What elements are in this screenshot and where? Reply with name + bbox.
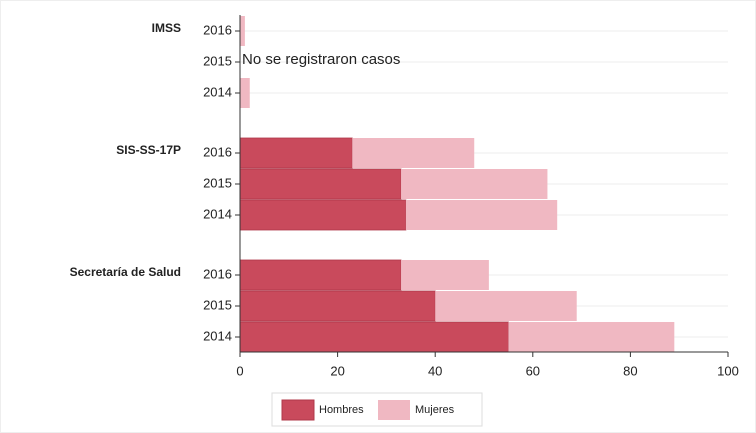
group-label: IMSS: [152, 21, 181, 35]
bar: [239, 168, 402, 200]
x-tick-label: 80: [623, 363, 637, 378]
bar: [435, 291, 577, 321]
bar: [401, 169, 548, 199]
legend-label: Mujeres: [415, 404, 455, 416]
x-tick-label: 100: [717, 363, 739, 378]
y-tick-label: 2015: [203, 53, 232, 68]
x-tick-label: 40: [428, 363, 442, 378]
x-tick-label: 20: [330, 363, 344, 378]
legend-label: Hombres: [319, 404, 364, 416]
bar: [239, 321, 509, 353]
y-tick-label: 2014: [203, 206, 232, 221]
y-tick-label: 2016: [203, 144, 232, 159]
bar: [239, 137, 353, 169]
bar: [240, 78, 250, 108]
x-tick-label: 60: [526, 363, 540, 378]
legend-swatch: [281, 399, 315, 421]
bar: [352, 138, 475, 168]
annotation: No se registraron casos: [242, 51, 400, 68]
bar: [239, 290, 436, 322]
y-tick-label: 2015: [203, 175, 232, 190]
bar: [239, 259, 402, 291]
bar: [508, 322, 675, 352]
y-tick-label: 2015: [203, 297, 232, 312]
y-tick-label: 2016: [203, 266, 232, 281]
group-label: SIS-SS-17P: [116, 143, 181, 157]
bar: [405, 200, 558, 230]
bar: [401, 260, 489, 290]
bar: [240, 16, 245, 46]
y-tick-label: 2016: [203, 22, 232, 37]
x-tick-label: 0: [236, 363, 243, 378]
bar: [239, 199, 407, 231]
y-tick-label: 2014: [203, 84, 232, 99]
y-tick-label: 2014: [203, 328, 232, 343]
legend-swatch: [378, 400, 410, 420]
group-label: Secretaría de Salud: [70, 265, 181, 279]
